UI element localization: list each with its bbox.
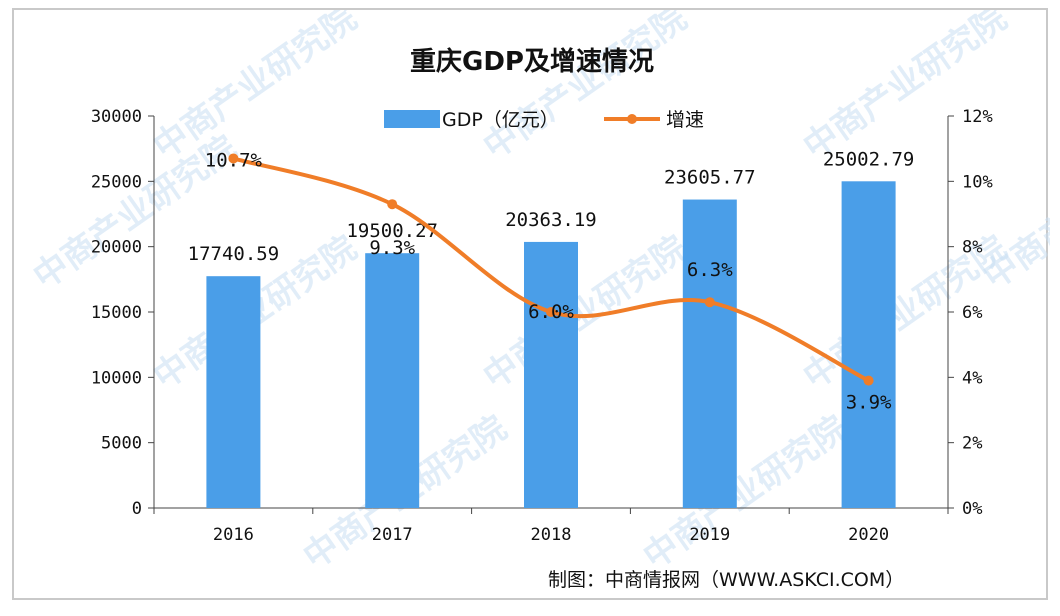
chart-frame: 中商产业研究院 中商产业研究院 中商产业研究院 中商产业研究院 中商产业研究院 中商产业研… [12, 8, 1050, 600]
gdp-bar [524, 241, 578, 508]
y-left-tick-label: 10000 [91, 368, 142, 388]
gdp-bar [682, 199, 737, 508]
plot-area: 0 5000 10000 15000 20000 25000 30000 0% 2% 4% 6% 8%… [91, 107, 993, 545]
watermark-text: 中商产业研究院 [796, 10, 1014, 167]
gdp-bar-label: 23605.77 [664, 167, 756, 189]
x-tick-label: 2018 [531, 525, 572, 545]
watermark-text: 中商产业研究院 [476, 10, 694, 167]
growth-label: 10.7% [205, 149, 263, 171]
y-right-tick-label: 6% [962, 303, 982, 323]
y-left-tick-label: 25000 [91, 172, 142, 192]
growth-label: 3.9% [846, 392, 892, 414]
legend: GDP（亿元） 增速 [384, 109, 704, 131]
x-tick-label: 2020 [848, 525, 889, 545]
growth-label: 6.0% [528, 301, 574, 323]
y-right-tick-label: 8% [962, 238, 982, 258]
chart-title: 重庆GDP及增速情况 [410, 46, 654, 77]
legend-growth-marker [627, 114, 637, 124]
growth-label: 6.3% [687, 259, 733, 281]
y-right-tick-label: 0% [962, 499, 982, 519]
growth-point [546, 307, 556, 317]
y-left-tick-label: 15000 [91, 303, 142, 323]
growth-point [387, 199, 398, 210]
watermark-text: 中商产业研究院 [976, 128, 1050, 297]
y-left-tick-label: 30000 [91, 107, 142, 127]
y-left-tick-label: 0 [132, 499, 142, 519]
growth-point [863, 375, 874, 386]
y-left-tick-label: 20000 [91, 238, 142, 258]
gdp-bar-label: 25002.79 [823, 148, 915, 170]
legend-growth-label: 增速 [666, 109, 704, 131]
y-right-tick-label: 4% [962, 368, 982, 388]
x-tick-label: 2019 [689, 525, 730, 545]
source-note: 制图：中商情报网（WWW.ASKCI.COM） [548, 569, 904, 591]
gdp-bar [206, 276, 261, 508]
legend-gdp-label: GDP（亿元） [442, 109, 559, 131]
gdp-bar [365, 253, 420, 508]
x-tick-label: 2016 [213, 525, 254, 545]
watermark-text: 中商产业研究院 [636, 408, 854, 577]
gdp-bar [841, 181, 896, 508]
x-tick-label: 2017 [372, 525, 413, 545]
growth-label: 9.3% [369, 237, 415, 259]
y-left-tick-label: 5000 [101, 434, 142, 454]
gdp-bar-label: 17740.59 [188, 243, 280, 265]
growth-point [704, 297, 715, 308]
y-right-tick-label: 10% [962, 172, 993, 192]
gdp-bar-label: 20363.19 [505, 209, 597, 231]
watermark-text: 中商产业研究院 [476, 228, 694, 397]
gdp-bar-label: 19500.27 [346, 220, 438, 242]
y-right-tick-label: 12% [962, 107, 993, 127]
y-right-tick-label: 2% [962, 434, 982, 454]
watermark-text: 中商产业研究院 [146, 10, 364, 167]
legend-gdp-swatch [384, 110, 440, 128]
growth-point [228, 153, 239, 164]
